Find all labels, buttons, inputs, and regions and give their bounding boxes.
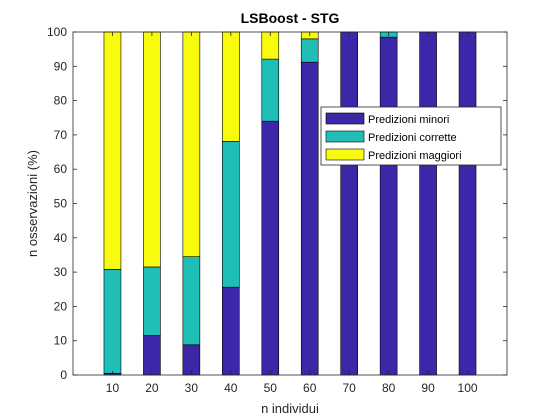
x-tick-label: 100 bbox=[458, 381, 478, 395]
x-tick-label: 20 bbox=[145, 381, 159, 395]
bar-segment-50-series-1 bbox=[261, 58, 280, 122]
bar-segment-40-series-1 bbox=[222, 141, 240, 288]
bar-segment-50-series-0 bbox=[261, 120, 280, 376]
bar-segment-50-series-2 bbox=[261, 31, 280, 60]
legend-label-2: Predizioni maggiori bbox=[368, 150, 462, 162]
chart-title: LSBoost - STG bbox=[241, 10, 340, 26]
legend-swatch-2 bbox=[325, 148, 365, 161]
x-axis: 10 20 30 40 50 60 70 80 90 100 bbox=[106, 32, 478, 395]
bar-segment-90-series-0 bbox=[419, 31, 437, 376]
bar-segment-40-series-2 bbox=[222, 31, 240, 142]
bar-segment-30-series-1 bbox=[182, 256, 201, 346]
bar-segment-10-series-2 bbox=[103, 31, 122, 270]
plot-area bbox=[73, 32, 507, 375]
x-tick-label: 60 bbox=[303, 381, 317, 395]
y-tick-label: 80 bbox=[54, 94, 68, 108]
x-tick-label: 90 bbox=[421, 381, 435, 395]
x-tick-label: 40 bbox=[224, 381, 238, 395]
legend-swatch-0 bbox=[325, 112, 365, 125]
x-tick-label: 70 bbox=[343, 381, 357, 395]
bar-segment-60-series-0 bbox=[300, 61, 319, 376]
x-tick-label: 80 bbox=[382, 381, 396, 395]
y-axis-label: n osservazioni (%) bbox=[25, 150, 40, 257]
bar-segment-100-series-0 bbox=[458, 31, 477, 376]
y-tick-label: 10 bbox=[54, 334, 68, 348]
y-tick-label: 70 bbox=[54, 128, 68, 142]
legend-swatch-1 bbox=[325, 130, 365, 143]
y-tick-label: 90 bbox=[54, 59, 68, 73]
x-tick-label: 30 bbox=[185, 381, 199, 395]
bar-segment-80-series-0 bbox=[379, 36, 398, 376]
y-tick-label: 0 bbox=[60, 368, 67, 382]
bar-segment-10-series-1 bbox=[103, 269, 122, 374]
bar-segment-20-series-1 bbox=[143, 266, 161, 336]
bar-segment-40-series-0 bbox=[222, 286, 240, 376]
bar-segment-30-series-0 bbox=[182, 344, 201, 376]
x-axis-label: n individui bbox=[261, 401, 319, 416]
bar-segment-30-series-2 bbox=[182, 31, 201, 257]
x-tick-label: 50 bbox=[264, 381, 278, 395]
y-tick-label: 30 bbox=[54, 265, 68, 279]
bar-segment-20-series-0 bbox=[143, 335, 161, 376]
y-tick-label: 20 bbox=[54, 299, 68, 313]
y-tick-label: 60 bbox=[54, 162, 68, 176]
y-tick-label: 40 bbox=[54, 231, 68, 245]
legend-label-1: Predizioni corrette bbox=[368, 132, 457, 144]
bars-group bbox=[103, 31, 477, 376]
y-tick-label: 50 bbox=[54, 197, 68, 211]
legend: Predizioni minori Predizioni corrette Pred… bbox=[320, 106, 502, 166]
bar-segment-20-series-2 bbox=[143, 31, 161, 268]
x-tick-label: 10 bbox=[106, 381, 120, 395]
y-tick-label: 100 bbox=[47, 25, 67, 39]
legend-label-0: Predizioni minori bbox=[368, 114, 449, 126]
bar-segment-60-series-1 bbox=[300, 38, 319, 63]
bar-segment-70-series-0 bbox=[340, 31, 358, 376]
y-axis: 0 10 20 30 40 50 60 70 80 90 100 bbox=[47, 25, 507, 382]
